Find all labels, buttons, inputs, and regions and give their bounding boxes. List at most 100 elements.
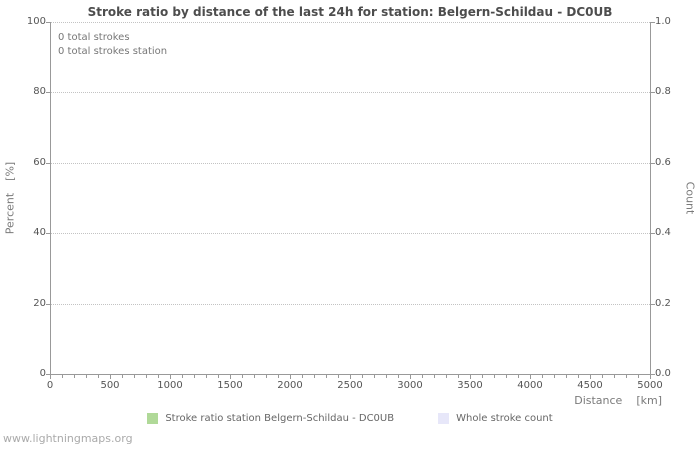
- y-left-tick-label: 60: [33, 156, 46, 168]
- x-minor-tick-mark: [614, 375, 615, 378]
- legend-label-stroke-ratio: Stroke ratio station Belgern-Schildau - …: [165, 413, 395, 424]
- x-minor-tick-mark: [134, 375, 135, 378]
- x-minor-tick-mark: [578, 375, 579, 378]
- x-major-tick-mark: [50, 375, 51, 379]
- x-label-unit: [km]: [636, 394, 662, 407]
- y-left-tick-mark: [46, 92, 50, 94]
- y-left-tick-mark: [46, 233, 50, 235]
- y-right-tick-label: 0.4: [655, 227, 671, 239]
- annotation-total-strokes-station: 0 total strokes station: [58, 46, 168, 57]
- x-minor-tick-mark: [242, 375, 243, 378]
- x-minor-tick-mark: [542, 375, 543, 378]
- x-axis-line: [50, 374, 651, 375]
- gridline: [51, 22, 650, 23]
- y-left-label-unit: [%]: [3, 161, 17, 181]
- legend-swatch-whole-stroke-count-icon: [438, 413, 450, 424]
- x-minor-tick-mark: [326, 375, 327, 378]
- y-right-tick-label: 0.2: [655, 297, 671, 309]
- x-minor-tick-mark: [398, 375, 399, 378]
- y-axis-label-left: Percent [%]: [4, 162, 17, 234]
- x-minor-tick-mark: [602, 375, 603, 378]
- x-major-tick-mark: [590, 375, 591, 379]
- x-minor-tick-mark: [626, 375, 627, 378]
- x-minor-tick-mark: [206, 375, 207, 378]
- gridline: [51, 162, 650, 164]
- x-major-tick-mark: [170, 375, 171, 379]
- x-minor-tick-mark: [98, 375, 99, 378]
- legend-item-whole-stroke-count: Whole stroke count: [438, 413, 553, 424]
- legend-swatch-stroke-ratio-icon: [147, 413, 159, 424]
- y-right-tick-mark: [651, 92, 655, 94]
- x-minor-tick-mark: [182, 375, 183, 378]
- y-right-tick-label: 0.6: [655, 156, 671, 168]
- y-right-tick-mark: [651, 303, 655, 305]
- x-minor-tick-mark: [506, 375, 507, 378]
- y-left-tick-label: 100: [26, 16, 46, 27]
- y-left-tick-label: 0: [39, 368, 46, 379]
- legend-label-whole-stroke-count: Whole stroke count: [456, 413, 553, 424]
- x-minor-tick-mark: [518, 375, 519, 378]
- x-major-tick-mark: [410, 375, 411, 379]
- y-right-tick-mark: [651, 162, 655, 164]
- x-minor-tick-mark: [338, 375, 339, 378]
- plot-annotation: 0 total strokes 0 total strokes station: [58, 31, 167, 59]
- y-right-tick-mark: [651, 233, 655, 235]
- y-left-label-word: Percent: [3, 192, 17, 235]
- legend-item-stroke-ratio: Stroke ratio station Belgern-Schildau - …: [147, 413, 394, 424]
- x-minor-tick-mark: [194, 375, 195, 378]
- x-minor-tick-mark: [278, 375, 279, 378]
- x-major-tick-mark: [110, 375, 111, 379]
- x-minor-tick-mark: [362, 375, 363, 378]
- x-minor-tick-mark: [314, 375, 315, 378]
- x-tick-label: 3000: [397, 380, 423, 391]
- x-minor-tick-mark: [446, 375, 447, 378]
- chart-title: Stroke ratio by distance of the last 24h…: [87, 5, 613, 19]
- x-tick-label: 1000: [157, 380, 183, 391]
- x-minor-tick-mark: [374, 375, 375, 378]
- y-left-tick-mark: [46, 22, 50, 23]
- x-minor-tick-mark: [386, 375, 387, 378]
- y-right-tick-label: 0.0: [655, 368, 671, 379]
- watermark-link[interactable]: www.lightningmaps.org: [3, 432, 133, 445]
- x-minor-tick-mark: [566, 375, 567, 378]
- x-tick-label: 3500: [457, 380, 483, 391]
- x-major-tick-mark: [650, 375, 651, 379]
- x-tick-label: 4000: [517, 380, 543, 391]
- x-label-word: Distance: [574, 394, 623, 407]
- x-tick-label: 500: [100, 380, 120, 391]
- y-left-tick-mark: [46, 303, 50, 305]
- y-axis-label-right: Count: [683, 181, 697, 215]
- x-minor-tick-mark: [254, 375, 255, 378]
- x-major-tick-mark: [470, 375, 471, 379]
- x-minor-tick-mark: [638, 375, 639, 378]
- y-left-tick-label: 80: [33, 86, 46, 98]
- x-minor-tick-mark: [494, 375, 495, 378]
- x-tick-label: 2500: [337, 380, 363, 391]
- x-minor-tick-mark: [74, 375, 75, 378]
- x-major-tick-mark: [350, 375, 351, 379]
- y-axis-left-line: [50, 22, 51, 375]
- x-minor-tick-mark: [62, 375, 63, 378]
- x-major-tick-mark: [530, 375, 531, 379]
- y-left-tick-label: 20: [33, 297, 46, 309]
- x-major-tick-mark: [230, 375, 231, 379]
- y-right-tick-mark: [651, 22, 655, 23]
- y-left-tick-mark: [46, 374, 50, 375]
- x-minor-tick-mark: [422, 375, 423, 378]
- gridline: [51, 92, 650, 94]
- x-tick-label: 4500: [577, 380, 603, 391]
- x-minor-tick-mark: [434, 375, 435, 378]
- x-minor-tick-mark: [482, 375, 483, 378]
- x-minor-tick-mark: [122, 375, 123, 378]
- gridline: [51, 303, 650, 305]
- y-left-tick-mark: [46, 162, 50, 164]
- chart-legend: Stroke ratio station Belgern-Schildau - …: [0, 413, 700, 424]
- y-right-tick-label: 1.0: [655, 16, 671, 27]
- gridline: [51, 233, 650, 235]
- y-left-tick-label: 40: [33, 227, 46, 239]
- x-major-tick-mark: [290, 375, 291, 379]
- x-tick-label: 2000: [277, 380, 303, 391]
- x-minor-tick-mark: [302, 375, 303, 378]
- x-minor-tick-mark: [146, 375, 147, 378]
